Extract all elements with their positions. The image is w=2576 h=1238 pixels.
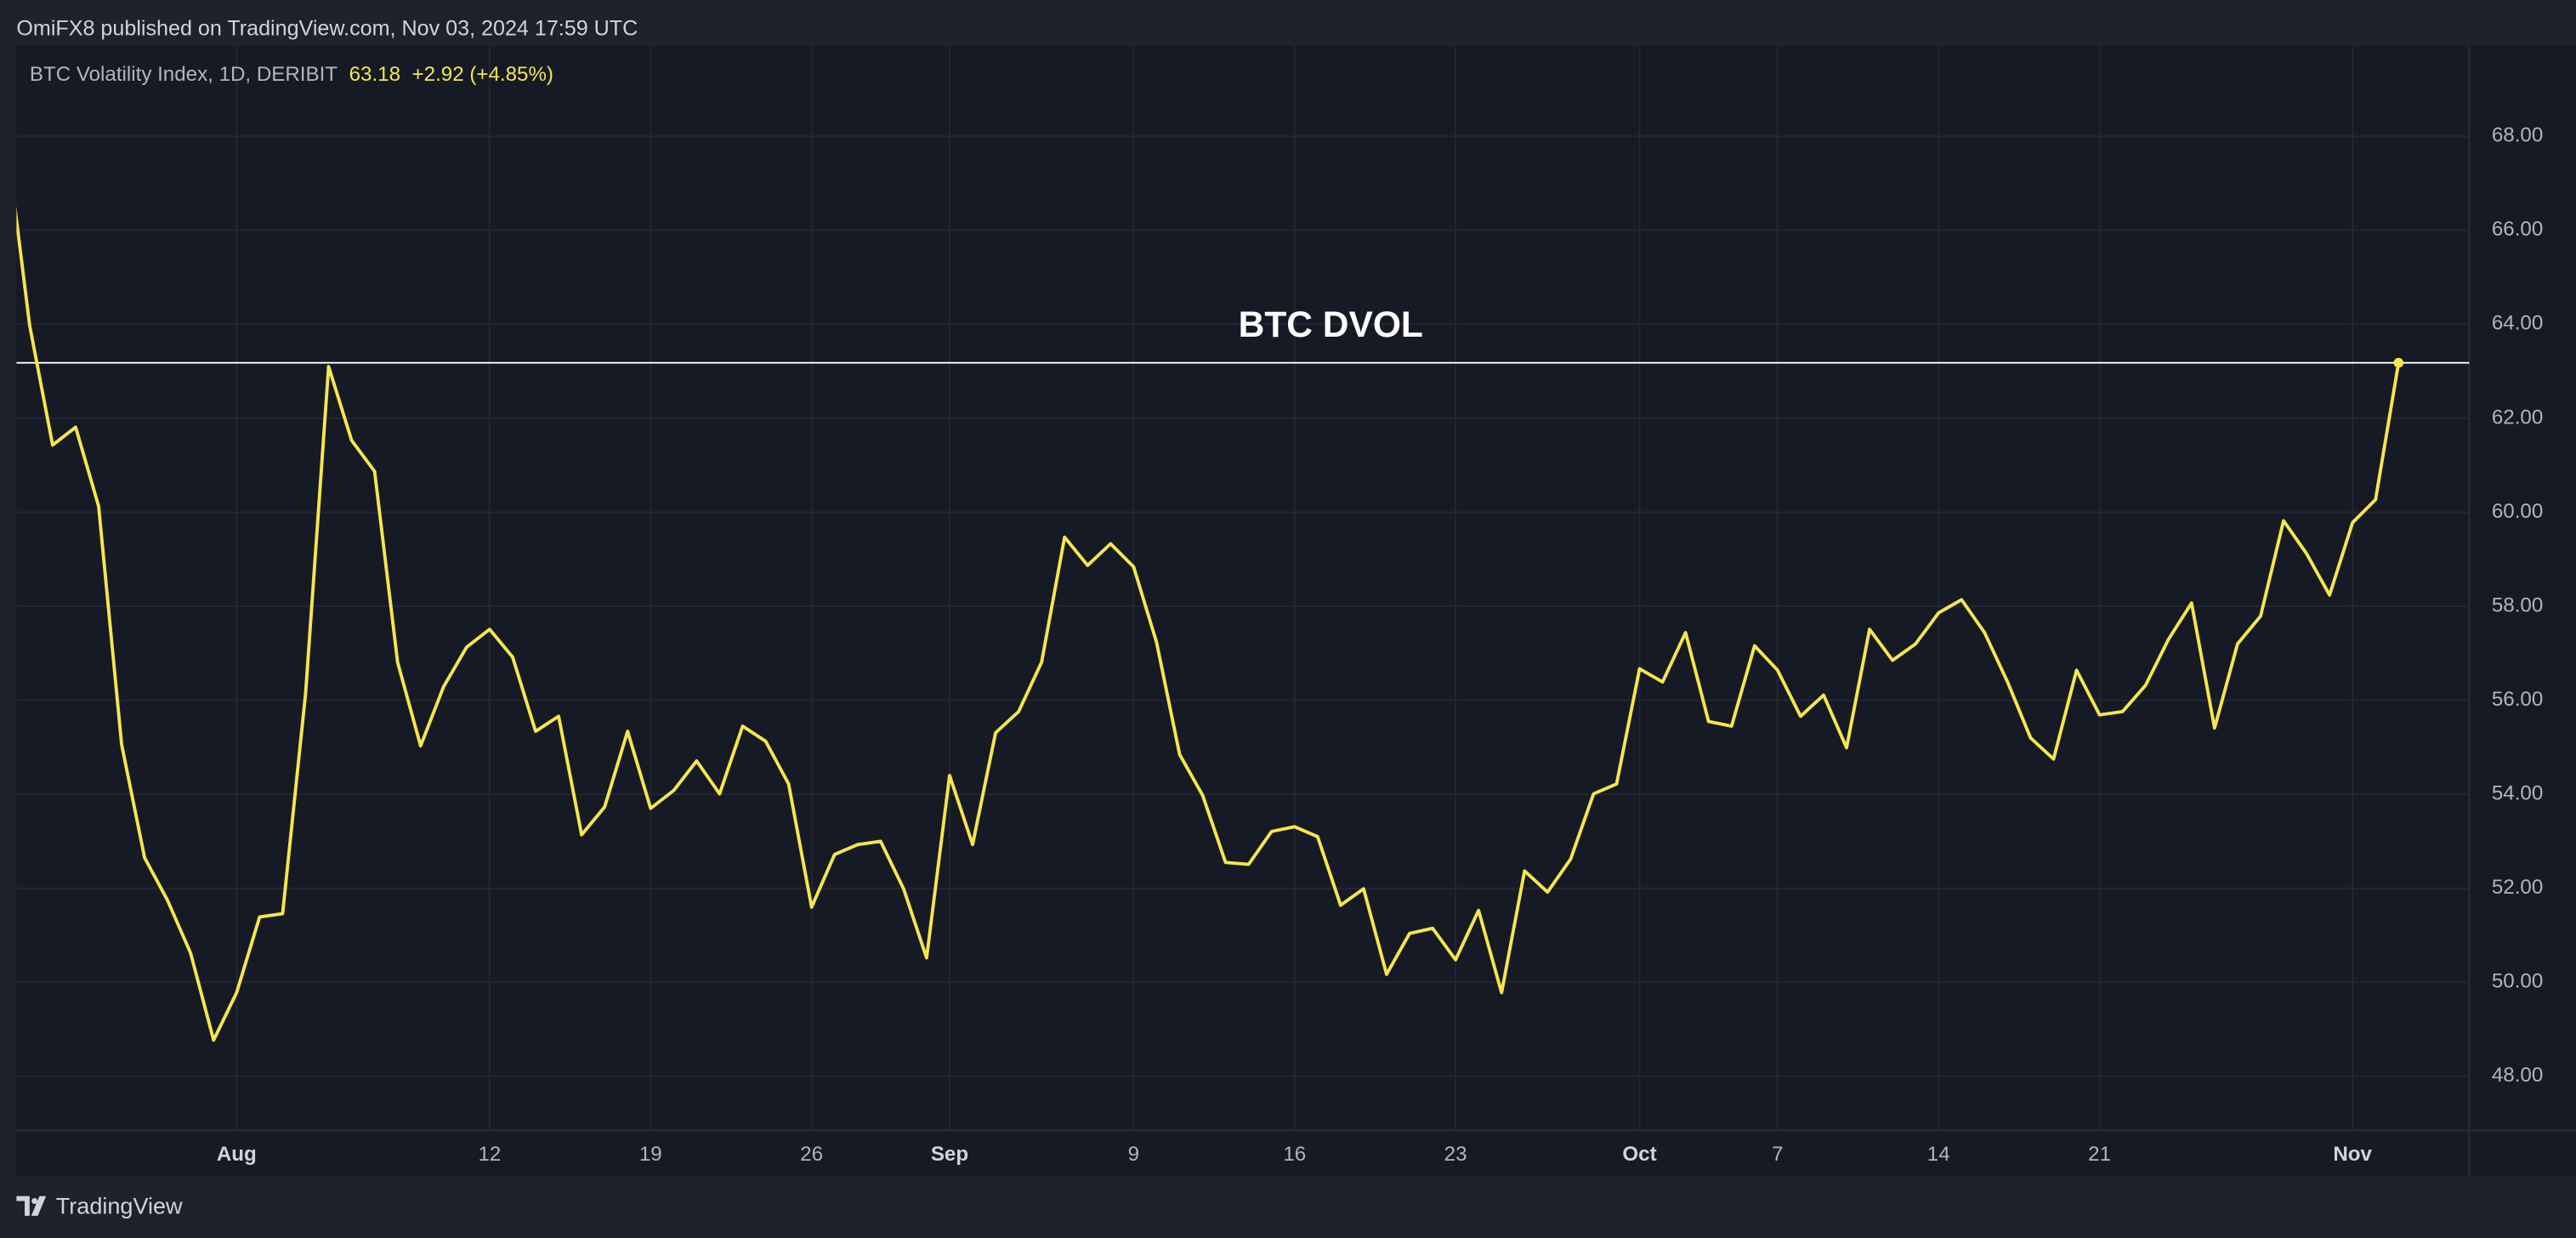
x-tick-label: 12 — [478, 1143, 501, 1166]
chart-title: BTC DVOL — [1239, 305, 1423, 345]
last-point — [2393, 357, 2404, 368]
footer-logo — [16, 1195, 47, 1216]
y-tick-label: 58.00 — [2492, 593, 2543, 616]
y-tick-label: 66.00 — [2492, 218, 2543, 241]
x-tick-label: 23 — [1444, 1143, 1467, 1166]
x-tick-label: 14 — [1927, 1143, 1950, 1166]
x-tick-label: 26 — [800, 1143, 823, 1166]
x-tick-label: Nov — [2333, 1143, 2372, 1166]
y-tick-label: 50.00 — [2492, 970, 2543, 993]
legend-last: 63.18 — [349, 63, 400, 86]
header: OmiFX8 published on TradingView.com, Nov… — [16, 16, 638, 40]
y-tick-label: 68.00 — [2492, 124, 2543, 147]
plot-background — [16, 46, 2576, 1177]
y-tick-label: 54.00 — [2492, 782, 2543, 805]
x-tick-label: 9 — [1128, 1143, 1139, 1166]
legend-name: BTC Volatility Index, 1D, DERIBIT — [30, 63, 338, 86]
x-tick-label: Aug — [217, 1143, 257, 1166]
y-tick-label: 52.00 — [2492, 876, 2543, 899]
x-tick-label: 19 — [639, 1143, 662, 1166]
x-tick-label: 7 — [1772, 1143, 1783, 1166]
x-tick-label: 16 — [1283, 1143, 1306, 1166]
series-line — [16, 207, 2401, 1042]
y-tick-label: 64.00 — [2492, 312, 2543, 335]
y-tick-label: 60.00 — [2492, 500, 2543, 523]
legend-change: +2.92 (+4.85%) — [412, 63, 553, 86]
y-tick-label: 48.00 — [2492, 1064, 2543, 1087]
footer-brand: TradingView — [56, 1193, 183, 1218]
x-tick-label: 21 — [2088, 1143, 2111, 1166]
legend: BTC Volatility Index, 1D, DERIBIT 63.18 +2… — [30, 63, 553, 86]
y-tick-label: 62.00 — [2492, 406, 2543, 429]
x-tick-label: Sep — [931, 1143, 968, 1166]
grid — [16, 46, 2470, 1131]
y-tick-label: 56.00 — [2492, 688, 2543, 711]
x-tick-label: Oct — [1622, 1143, 1656, 1166]
